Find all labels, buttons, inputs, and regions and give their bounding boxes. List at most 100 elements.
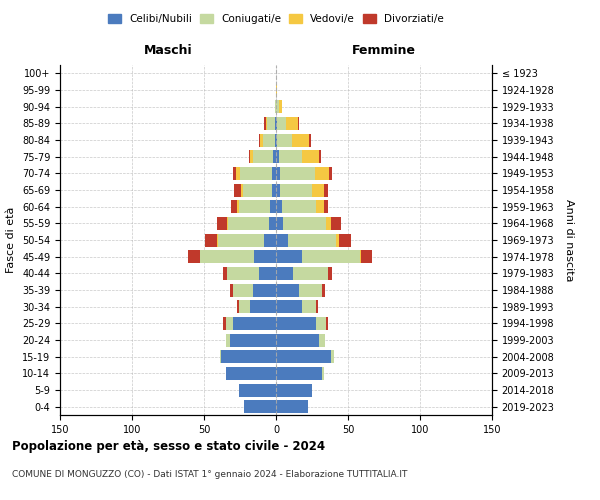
Bar — [275, 134, 276, 146]
Bar — [276, 184, 280, 196]
Bar — [292, 134, 309, 146]
Bar — [226, 367, 276, 380]
Bar — [319, 150, 320, 163]
Bar — [237, 300, 239, 313]
Bar — [302, 250, 359, 263]
Bar — [312, 184, 323, 196]
Bar — [239, 384, 276, 396]
Bar — [275, 100, 276, 113]
Bar — [223, 317, 226, 330]
Bar — [276, 234, 287, 246]
Y-axis label: Fasce di età: Fasce di età — [7, 207, 16, 273]
Bar — [218, 234, 265, 246]
Bar — [361, 250, 373, 263]
Bar — [323, 200, 328, 213]
Bar — [275, 117, 276, 130]
Bar — [227, 217, 229, 230]
Bar — [272, 184, 276, 196]
Bar — [239, 300, 250, 313]
Bar — [263, 134, 275, 146]
Bar — [286, 117, 298, 130]
Text: Popolazione per età, sesso e stato civile - 2024: Popolazione per età, sesso e stato civil… — [12, 440, 325, 453]
Bar — [276, 117, 277, 130]
Bar — [316, 200, 323, 213]
Bar — [253, 284, 276, 296]
Bar — [240, 167, 272, 180]
Bar — [279, 100, 282, 113]
Bar — [217, 217, 227, 230]
Bar — [234, 184, 241, 196]
Bar — [316, 300, 318, 313]
Bar — [259, 267, 276, 280]
Bar — [236, 167, 240, 180]
Bar — [232, 200, 237, 213]
Bar — [299, 284, 322, 296]
Bar — [323, 184, 328, 196]
Bar — [276, 300, 302, 313]
Bar — [279, 150, 302, 163]
Text: Maschi: Maschi — [143, 44, 193, 57]
Bar — [322, 284, 325, 296]
Bar — [233, 284, 253, 296]
Bar — [282, 200, 316, 213]
Bar — [233, 317, 276, 330]
Bar — [359, 250, 361, 263]
Bar — [276, 367, 322, 380]
Bar — [229, 217, 269, 230]
Bar — [322, 367, 323, 380]
Bar — [276, 384, 312, 396]
Bar — [276, 284, 299, 296]
Bar — [244, 400, 276, 413]
Bar — [217, 234, 218, 246]
Bar — [250, 150, 253, 163]
Bar — [220, 350, 221, 363]
Bar — [302, 150, 319, 163]
Bar — [230, 284, 233, 296]
Bar — [276, 217, 283, 230]
Bar — [270, 200, 276, 213]
Bar — [298, 117, 299, 130]
Bar — [276, 250, 302, 263]
Bar — [253, 150, 273, 163]
Bar — [276, 134, 277, 146]
Bar — [276, 84, 277, 96]
Bar — [250, 300, 276, 313]
Bar — [302, 300, 316, 313]
Bar — [328, 267, 332, 280]
Bar — [265, 234, 276, 246]
Text: COMUNE DI MONGUZZO (CO) - Dati ISTAT 1° gennaio 2024 - Elaborazione TUTTITALIA.I: COMUNE DI MONGUZZO (CO) - Dati ISTAT 1° … — [12, 470, 407, 479]
Bar — [326, 317, 328, 330]
Bar — [276, 267, 293, 280]
Bar — [237, 200, 239, 213]
Bar — [280, 184, 312, 196]
Bar — [283, 217, 326, 230]
Bar — [227, 267, 259, 280]
Bar — [329, 167, 332, 180]
Bar — [280, 167, 315, 180]
Bar — [319, 334, 325, 346]
Bar — [277, 117, 286, 130]
Bar — [233, 167, 236, 180]
Bar — [309, 134, 311, 146]
Bar — [273, 150, 276, 163]
Bar — [277, 134, 292, 146]
Bar — [226, 317, 233, 330]
Bar — [223, 267, 227, 280]
Text: Femmine: Femmine — [352, 44, 416, 57]
Bar — [230, 334, 276, 346]
Bar — [248, 150, 250, 163]
Bar — [276, 150, 279, 163]
Bar — [226, 334, 230, 346]
Bar — [315, 167, 329, 180]
Bar — [268, 117, 275, 130]
Bar — [254, 250, 276, 263]
Bar — [276, 317, 316, 330]
Bar — [276, 200, 282, 213]
Bar — [276, 334, 319, 346]
Bar — [265, 117, 266, 130]
Bar — [200, 250, 254, 263]
Y-axis label: Anni di nascita: Anni di nascita — [564, 198, 574, 281]
Bar — [287, 234, 337, 246]
Bar — [259, 134, 260, 146]
Bar — [293, 267, 328, 280]
